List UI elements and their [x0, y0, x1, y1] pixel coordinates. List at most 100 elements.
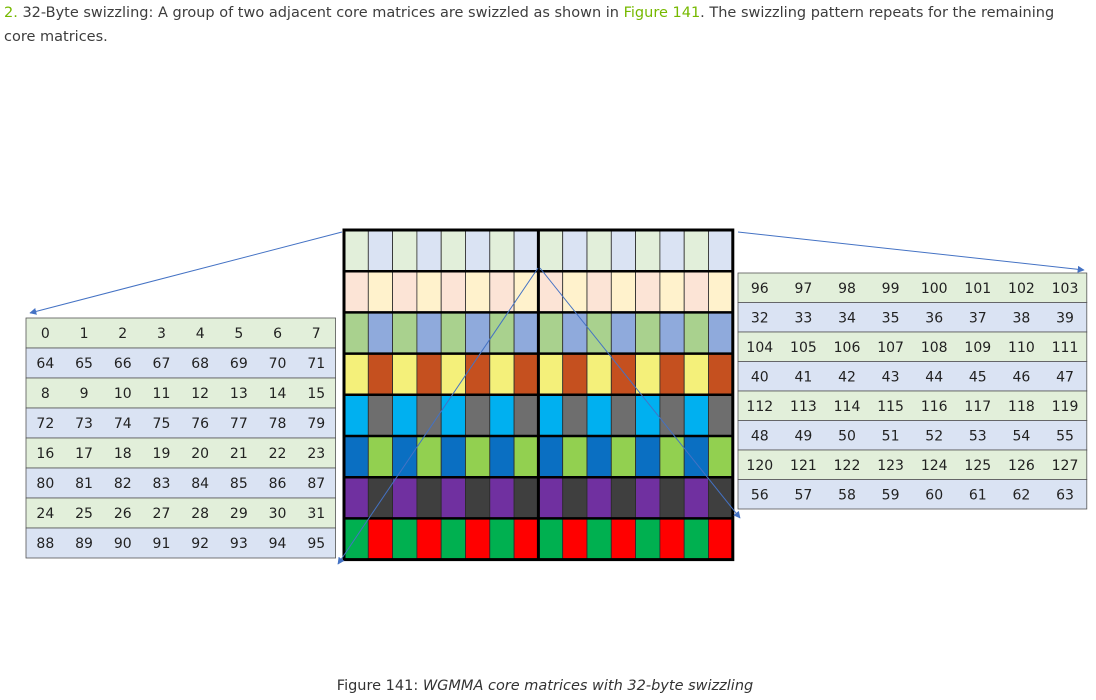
caption-title: WGMMA core matrices with 32-byte swizzli… [422, 678, 754, 694]
table-cell: 20 [191, 446, 209, 462]
table-row [737, 302, 1088, 333]
table-cell: 19 [153, 446, 171, 462]
table-cell: 32 [751, 310, 769, 326]
table-cell: 33 [794, 310, 812, 326]
figure-link[interactable]: Figure 141 [623, 5, 701, 21]
grid-cell [562, 311, 588, 354]
table-cell: 35 [882, 310, 900, 326]
table-cell: 70 [269, 356, 287, 372]
arrows [29, 231, 1085, 565]
table-cell: 43 [882, 369, 900, 385]
table-cell: 23 [307, 446, 325, 462]
table-cell: 106 [834, 340, 861, 356]
table-cell: 17 [75, 446, 93, 462]
table-cell: 10 [114, 386, 132, 402]
grid-cell [513, 435, 539, 478]
table-row [737, 449, 1088, 480]
grid-cell [610, 353, 636, 396]
intro-paragraph: 2. 32-Byte swizzling: A group of two adj… [4, 1, 1084, 49]
table-cell: 1 [80, 326, 89, 342]
grid-cell [610, 518, 636, 561]
table-cell: 92 [191, 536, 209, 552]
table-cell: 27 [153, 506, 171, 522]
grid-cell [513, 353, 539, 396]
grid-cell [489, 353, 515, 396]
grid-cell [635, 311, 661, 354]
grid-cell [538, 518, 564, 561]
table-cell: 24 [36, 506, 54, 522]
grid-cell [489, 270, 515, 313]
table-cell: 50 [838, 428, 856, 444]
grid-cell [635, 270, 661, 313]
table-cell: 112 [746, 399, 773, 415]
grid-cell [562, 270, 588, 313]
table-cell: 69 [230, 356, 248, 372]
grid-cell [635, 353, 661, 396]
grid-cell [367, 435, 393, 478]
grid-cell [683, 394, 709, 437]
table-cell: 42 [838, 369, 856, 385]
table-cell: 125 [964, 458, 991, 474]
grid-cell [392, 435, 418, 478]
table-cell: 72 [36, 416, 54, 432]
grid-cell [635, 518, 661, 561]
table-cell: 16 [36, 446, 54, 462]
table-cell: 13 [230, 386, 248, 402]
grid-cell [610, 435, 636, 478]
table-cell: 81 [75, 476, 93, 492]
table-cell: 15 [307, 386, 325, 402]
grid-cell [440, 394, 466, 437]
table-cell: 22 [269, 446, 287, 462]
table-cell: 56 [751, 487, 769, 503]
table-cell: 66 [114, 356, 132, 372]
grid-cell [392, 270, 418, 313]
table-cell: 3 [157, 326, 166, 342]
table-cell: 65 [75, 356, 93, 372]
arrow-left-diagonal [337, 267, 539, 565]
table-cell: 40 [751, 369, 769, 385]
grid-cell [683, 270, 709, 313]
right-core-matrix-table: 96 97 98 99 100 101 102 103 32 33 34 35 36 37 38 39 104 1… [737, 272, 1088, 510]
grid-cell [440, 270, 466, 313]
table-cell: 84 [191, 476, 209, 492]
grid-cell [708, 394, 734, 437]
table-cell: 51 [882, 428, 900, 444]
table-cell: 98 [838, 281, 856, 297]
table-cell: 94 [269, 536, 287, 552]
table-row [25, 347, 337, 379]
core-matrix-grid [342, 228, 735, 562]
grid-cell [367, 518, 393, 561]
grid-cell [635, 476, 661, 519]
table-cell: 26 [114, 506, 132, 522]
grid-cell [586, 435, 612, 478]
grid-cell [659, 229, 685, 272]
table-cell: 9 [80, 386, 89, 402]
table-row [737, 331, 1088, 362]
grid-cell [610, 270, 636, 313]
table-cell: 28 [191, 506, 209, 522]
table-row [25, 467, 337, 499]
grid-cell [343, 311, 369, 354]
table-cell: 41 [794, 369, 812, 385]
table-row [737, 479, 1088, 510]
table-cell: 90 [114, 536, 132, 552]
table-cell: 110 [1008, 340, 1035, 356]
grid-cell [683, 311, 709, 354]
grid-cell [367, 229, 393, 272]
grid-cell [343, 229, 369, 272]
table-cell: 25 [75, 506, 93, 522]
table-row [737, 272, 1088, 303]
table-row [25, 317, 337, 349]
table-row [25, 437, 337, 469]
table-cell: 55 [1056, 428, 1074, 444]
table-cell: 57 [794, 487, 812, 503]
table-cell: 54 [1012, 428, 1030, 444]
grid-cell [416, 518, 442, 561]
table-cell: 102 [1008, 281, 1035, 297]
intro-text-before: 32-Byte swizzling: A group of two adjace… [17, 5, 624, 21]
table-cell: 122 [834, 458, 861, 474]
table-cell: 91 [153, 536, 171, 552]
table-cell: 107 [877, 340, 904, 356]
table-cell: 73 [75, 416, 93, 432]
grid-cell [635, 229, 661, 272]
